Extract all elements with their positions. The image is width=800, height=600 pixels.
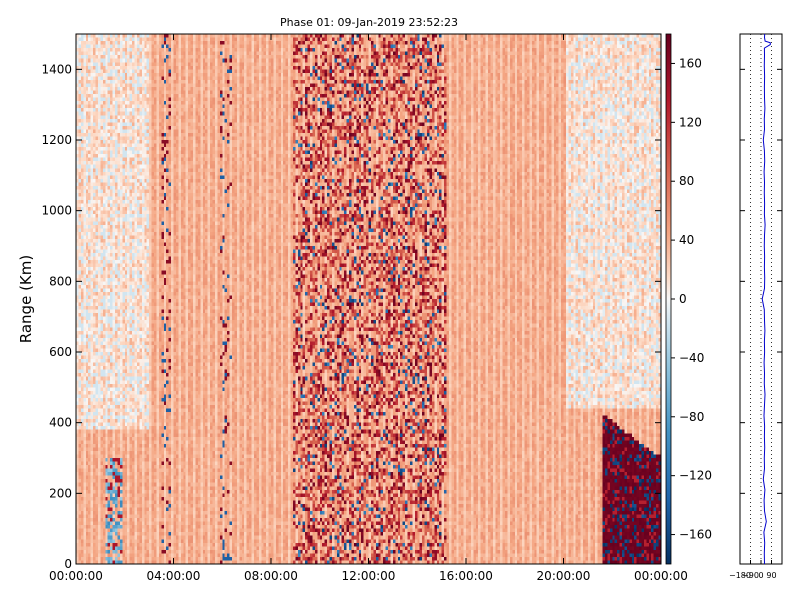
colorbar-tick-label: −40 xyxy=(679,351,704,365)
side-x-tick-label: 90 xyxy=(766,571,776,580)
y-tick-label: 0 xyxy=(64,557,72,571)
x-tick-label: 00:00:00 xyxy=(634,569,688,583)
y-tick-label: 1000 xyxy=(41,204,72,218)
y-tick-label: 1200 xyxy=(41,133,72,147)
colorbar-tick-label: 40 xyxy=(679,233,694,247)
heatmap xyxy=(76,34,661,564)
side-x-tick-label: 0 xyxy=(758,571,763,580)
side-x-tick-label: −180 xyxy=(729,571,751,580)
y-tick-label: 600 xyxy=(49,345,72,359)
colorbar: 160 120 80 40 0 −40 −80 −120 −160 xyxy=(665,33,712,565)
x-tick-label: 04:00:00 xyxy=(147,569,201,583)
side-profile-plot: −180−90 0 90 xyxy=(729,33,783,580)
x-tick-label: 16:00:00 xyxy=(439,569,493,583)
y-axis-ticks: 0 200 400 600 800 1000 1200 1400 xyxy=(41,62,661,571)
colorbar-tick-label: −160 xyxy=(679,528,712,542)
y-axis-label: Range (Km) xyxy=(17,255,35,343)
colorbar-bar xyxy=(665,33,672,565)
x-axis-ticks: 00:00:00 04:00:00 08:00:00 12:00:00 16:00:00… xyxy=(49,34,688,583)
y-tick-label: 1400 xyxy=(41,62,72,76)
colorbar-tick-label: 160 xyxy=(679,56,702,70)
x-tick-label: 20:00:00 xyxy=(537,569,591,583)
side-profile-line xyxy=(761,33,771,565)
x-tick-label: 00:00:00 xyxy=(49,569,103,583)
y-tick-label: 200 xyxy=(49,486,72,500)
x-tick-label: 08:00:00 xyxy=(244,569,298,583)
colorbar-tick-label: 80 xyxy=(679,174,694,188)
x-tick-label: 12:00:00 xyxy=(342,569,396,583)
colorbar-tick-label: −80 xyxy=(679,410,704,424)
chart-title: Phase 01: 09-Jan-2019 23:52:23 xyxy=(280,16,458,29)
colorbar-tick-label: 120 xyxy=(679,115,702,129)
heatmap-image xyxy=(76,34,661,564)
y-tick-label: 400 xyxy=(49,416,72,430)
colorbar-tick-label: −120 xyxy=(679,469,712,483)
side-x-tick-label: −90 xyxy=(742,571,759,580)
y-tick-label: 800 xyxy=(49,274,72,288)
colorbar-tick-label: 0 xyxy=(679,292,687,306)
